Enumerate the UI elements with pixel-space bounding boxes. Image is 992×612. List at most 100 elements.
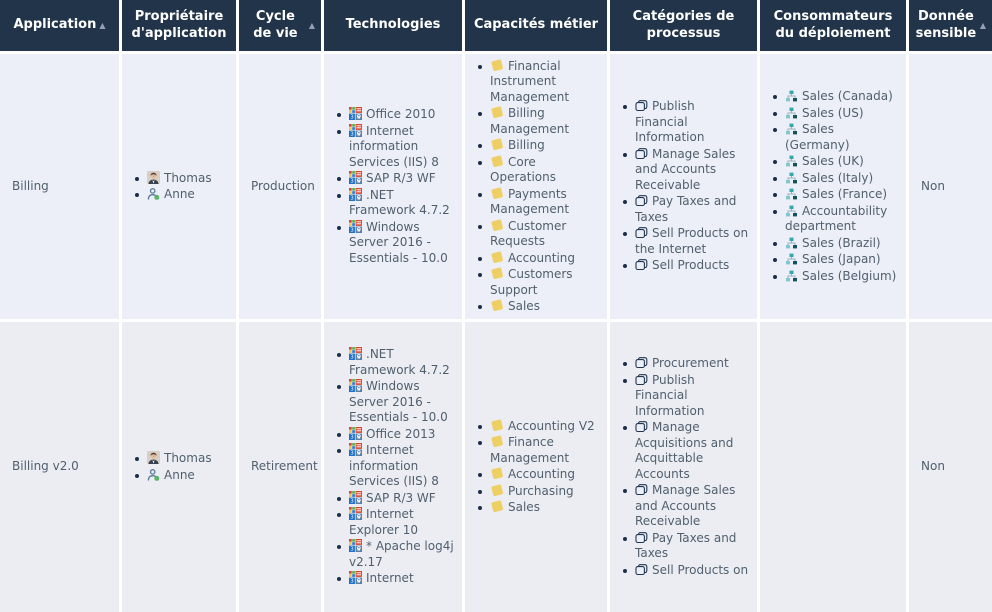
owner-item[interactable]: Thomas bbox=[134, 451, 228, 467]
owner-name: Anne bbox=[164, 187, 195, 201]
column-header-sensitive[interactable]: Donnée sensible ▲ bbox=[909, 0, 992, 51]
process-categories-label: Pay Taxes and Taxes bbox=[635, 530, 737, 561]
svg-text:3: 3 bbox=[350, 547, 354, 552]
process-categories-label: Procurement bbox=[652, 356, 729, 370]
application-value[interactable]: Billing v2.0 bbox=[12, 459, 79, 474]
owner-item[interactable]: Anne bbox=[134, 468, 228, 484]
technology-icon: 3 bbox=[349, 123, 362, 137]
technologies-label: SAP R/3 WF bbox=[366, 490, 436, 505]
cell-capabilities: Accounting V2 Finance Management Accountin… bbox=[465, 322, 607, 612]
owner-list: Thomas Anne bbox=[134, 450, 228, 484]
deployment-consumers-item[interactable]: Sales (Canada) bbox=[772, 89, 898, 105]
business-capability-icon bbox=[490, 267, 504, 280]
column-header-label: Propriétaire d'application bbox=[131, 9, 227, 41]
male-avatar-icon bbox=[147, 451, 160, 464]
technologies-item[interactable]: 3 * Apache log4j v2.17 bbox=[336, 539, 454, 570]
capabilities-label: Core Operations bbox=[490, 154, 556, 185]
column-header-capabilities[interactable]: Capacités métier bbox=[465, 0, 607, 51]
technologies-item[interactable]: 3 Internet information Services (IIS) 8 bbox=[336, 443, 454, 490]
org-unit-icon bbox=[785, 123, 798, 135]
capabilities-item[interactable]: Purchasing bbox=[477, 484, 599, 500]
process-categories-item[interactable]: Manage Sales and Accounts Receivable bbox=[622, 147, 749, 194]
column-header-application[interactable]: Application ▲ bbox=[0, 0, 119, 51]
deployment-consumers-item[interactable]: Sales (US) bbox=[772, 106, 898, 122]
column-header-label: Catégories de processus bbox=[632, 9, 735, 41]
process-categories-item[interactable]: Manage Acquisitions and Acquittable Acco… bbox=[622, 420, 749, 482]
deployment-consumers-label: Sales (UK) bbox=[802, 154, 864, 168]
process-categories-item[interactable]: Procurement bbox=[622, 356, 749, 372]
process-categories-item[interactable]: Publish Financial Information bbox=[622, 373, 749, 420]
deployment-consumers-item[interactable]: Sales (Germany) bbox=[772, 122, 898, 153]
capabilities-item[interactable]: Financial Instrument Management bbox=[477, 59, 599, 106]
deployment-consumers-item[interactable]: Sales (Brazil) bbox=[772, 236, 898, 252]
technologies-item[interactable]: 3 .NET Framework 4.7.2 bbox=[336, 187, 454, 219]
technologies-item[interactable]: 3 Internet Explorer 10 bbox=[336, 507, 454, 538]
technologies-item[interactable]: 3 Windows Server 2016 - Essentials - 10.0 bbox=[336, 379, 454, 426]
process-categories-item[interactable]: Manage Sales and Accounts Receivable bbox=[622, 483, 749, 530]
capabilities-item[interactable]: Finance Management bbox=[477, 435, 599, 466]
column-header-deployment-consumers[interactable]: Consommateurs du déploiement bbox=[760, 0, 906, 51]
application-value[interactable]: Billing bbox=[12, 178, 49, 193]
deployment-consumers-list: Sales (Canada) Sales (US) Sales (Germany) S… bbox=[772, 88, 898, 285]
technologies-list: 3 Office 2010 3 Internet information Servic… bbox=[336, 106, 454, 267]
svg-text:3: 3 bbox=[350, 131, 354, 136]
deployment-consumers-item[interactable]: Sales (UK) bbox=[772, 154, 898, 170]
process-categories-item[interactable]: Sell Products on the Internet bbox=[622, 226, 749, 257]
capabilities-item[interactable]: Customers Support bbox=[477, 267, 599, 298]
org-unit-icon bbox=[785, 270, 798, 282]
deployment-consumers-item[interactable]: Accountability department bbox=[772, 204, 898, 235]
column-header-lifecycle[interactable]: Cycle de vie ▲ bbox=[239, 0, 321, 51]
column-header-process-categories[interactable]: Catégories de processus bbox=[610, 0, 757, 51]
capabilities-item[interactable]: Sales bbox=[477, 500, 599, 516]
capabilities-item[interactable]: Accounting bbox=[477, 251, 599, 267]
technologies-label: .NET Framework 4.7.2 bbox=[349, 187, 450, 218]
process-categories-item[interactable]: Sell Products bbox=[622, 258, 749, 274]
technology-icon: 3 bbox=[349, 426, 362, 440]
deployment-consumers-label: Sales (Canada) bbox=[802, 89, 893, 103]
capabilities-item[interactable]: Core Operations bbox=[477, 155, 599, 186]
deployment-consumers-label: Sales (Belgium) bbox=[802, 268, 897, 283]
process-categories-label: Manage Sales and Accounts Receivable bbox=[635, 146, 736, 192]
deployment-consumers-item[interactable]: Sales (Japan) bbox=[772, 252, 898, 268]
technologies-item[interactable]: 3 Internet information Services (IIS) 8 bbox=[336, 123, 454, 171]
technologies-item[interactable]: 3 Windows Server 2016 - Essentials - 10.0 bbox=[336, 219, 454, 267]
technologies-item[interactable]: 3 Office 2010 bbox=[336, 107, 454, 123]
capabilities-item[interactable]: Accounting V2 bbox=[477, 419, 599, 435]
technologies-item[interactable]: 3 Internet bbox=[336, 571, 454, 587]
technologies-item[interactable]: 3 .NET Framework 4.7.2 bbox=[336, 347, 454, 378]
capabilities-item[interactable]: Sales bbox=[477, 299, 599, 315]
business-capability-icon bbox=[490, 219, 504, 232]
owner-item[interactable]: Thomas bbox=[134, 170, 228, 187]
technology-icon: 3 bbox=[349, 571, 362, 585]
technologies-item[interactable]: 3 SAP R/3 WF bbox=[336, 490, 454, 507]
technologies-item[interactable]: 3 Office 2013 bbox=[336, 426, 454, 443]
process-categories-item[interactable]: Sell Products on bbox=[622, 563, 749, 579]
column-header-owner[interactable]: Propriétaire d'application bbox=[122, 0, 236, 51]
capabilities-item[interactable]: Customer Requests bbox=[477, 219, 599, 250]
capabilities-item[interactable]: Accounting bbox=[477, 467, 599, 483]
owner-name: Thomas bbox=[164, 451, 212, 465]
deployment-consumers-item[interactable]: Sales (Italy) bbox=[772, 171, 898, 187]
technologies-label: Office 2010 bbox=[366, 107, 436, 121]
process-categories-item[interactable]: Publish Financial Information bbox=[622, 99, 749, 146]
cell-technologies: 3 .NET Framework 4.7.2 3 Windows Server 201… bbox=[324, 322, 462, 612]
cell-application: Billing v2.0 bbox=[0, 322, 119, 612]
column-header-label: Cycle de vie bbox=[253, 9, 298, 41]
deployment-consumers-item[interactable]: Sales (Belgium) bbox=[772, 269, 898, 285]
technology-icon: 3 bbox=[349, 187, 362, 201]
deployment-consumers-item[interactable]: Sales (France) bbox=[772, 187, 898, 203]
technologies-label: .NET Framework 4.7.2 bbox=[349, 347, 450, 377]
business-capability-icon bbox=[490, 500, 504, 513]
capabilities-item[interactable]: Billing bbox=[477, 138, 599, 154]
sort-asc-icon: ▲ bbox=[979, 20, 986, 30]
org-unit-icon bbox=[785, 155, 798, 167]
technologies-label: Windows Server 2016 - Essentials - 10.0 bbox=[349, 379, 448, 425]
technologies-item[interactable]: 3 SAP R/3 WF bbox=[336, 171, 454, 187]
column-header-technologies[interactable]: Technologies bbox=[324, 0, 462, 51]
process-categories-item[interactable]: Pay Taxes and Taxes bbox=[622, 531, 749, 562]
process-categories-item[interactable]: Pay Taxes and Taxes bbox=[622, 194, 749, 225]
owner-list: Thomas Anne bbox=[134, 170, 228, 204]
owner-item[interactable]: Anne bbox=[134, 187, 228, 203]
capabilities-item[interactable]: Billing Management bbox=[477, 106, 599, 137]
capabilities-item[interactable]: Payments Management bbox=[477, 187, 599, 218]
